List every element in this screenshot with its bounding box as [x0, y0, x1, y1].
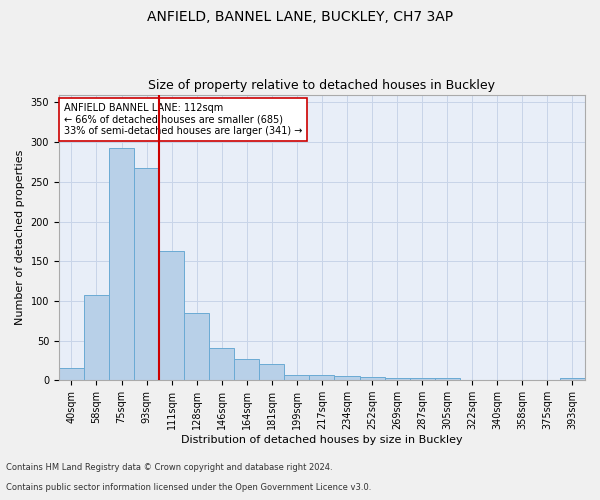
Bar: [184, 313, 209, 380]
Bar: [560, 378, 585, 380]
Bar: [134, 168, 159, 380]
Bar: [234, 359, 259, 380]
Text: Contains HM Land Registry data © Crown copyright and database right 2024.: Contains HM Land Registry data © Crown c…: [6, 464, 332, 472]
Bar: [284, 374, 310, 380]
Bar: [209, 348, 234, 380]
Bar: [410, 378, 434, 380]
Bar: [59, 368, 84, 380]
Y-axis label: Number of detached properties: Number of detached properties: [15, 150, 25, 325]
Title: Size of property relative to detached houses in Buckley: Size of property relative to detached ho…: [148, 79, 496, 92]
Bar: [385, 378, 410, 380]
Bar: [310, 376, 334, 380]
Bar: [334, 376, 359, 380]
Bar: [159, 251, 184, 380]
Bar: [434, 378, 460, 380]
Text: ANFIELD, BANNEL LANE, BUCKLEY, CH7 3AP: ANFIELD, BANNEL LANE, BUCKLEY, CH7 3AP: [147, 10, 453, 24]
Text: ANFIELD BANNEL LANE: 112sqm
← 66% of detached houses are smaller (685)
33% of se: ANFIELD BANNEL LANE: 112sqm ← 66% of det…: [64, 103, 302, 136]
Bar: [259, 364, 284, 380]
X-axis label: Distribution of detached houses by size in Buckley: Distribution of detached houses by size …: [181, 435, 463, 445]
Bar: [84, 294, 109, 380]
Bar: [359, 377, 385, 380]
Text: Contains public sector information licensed under the Open Government Licence v3: Contains public sector information licen…: [6, 484, 371, 492]
Bar: [109, 148, 134, 380]
